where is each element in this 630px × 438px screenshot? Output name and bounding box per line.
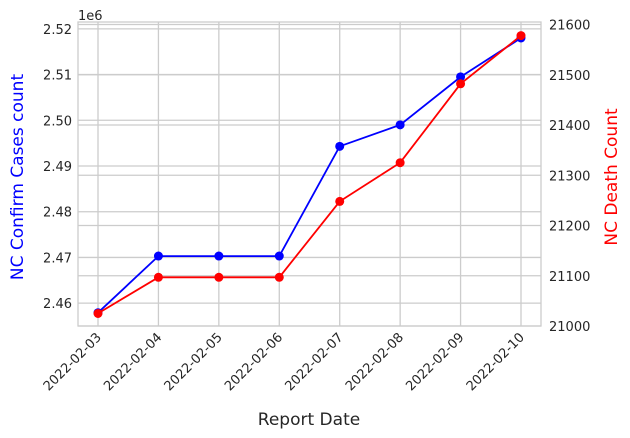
series-line-left: [97, 37, 522, 314]
series-point-left: [274, 251, 284, 261]
series-point-right: [153, 272, 163, 282]
y-right-tick-label: 21600: [549, 19, 590, 34]
series-point-left: [214, 251, 224, 261]
plot-area-border: [77, 21, 542, 327]
series-point-left: [153, 251, 163, 261]
series-line-right: [97, 34, 522, 315]
series-point-right: [395, 158, 405, 168]
y-right-axis-title: NC Death Count: [602, 108, 622, 246]
x-tick-label: 2022-02-08: [343, 330, 407, 394]
y-left-tick-label: 2.49: [43, 160, 72, 175]
x-tick-label: 2022-02-07: [283, 330, 347, 394]
y-right-tick-label: 21500: [549, 69, 590, 84]
series-point-right: [93, 308, 103, 318]
series-point-left: [456, 72, 466, 82]
series-point-left: [395, 120, 405, 130]
y-left-axis-title: NC Confirm Cases count: [8, 74, 28, 281]
x-axis-title: Report Date: [258, 410, 360, 430]
y-left-tick-label: 2.48: [43, 206, 72, 221]
series-point-right: [335, 196, 345, 206]
plot-frame: [77, 21, 542, 327]
series-point-right: [516, 31, 526, 41]
x-tick-label: 2022-02-06: [222, 330, 286, 394]
series-layer: [93, 31, 526, 318]
y-left-tick-label: 2.52: [43, 23, 72, 38]
y-right-tick-label: 21000: [549, 320, 590, 335]
y-right-tick-label: 21400: [549, 119, 590, 134]
x-tick-label: 2022-02-03: [41, 330, 105, 394]
series-point-right: [274, 272, 284, 282]
x-tick-label: 2022-02-04: [101, 330, 165, 394]
y-right-tick-label: 21200: [549, 220, 590, 235]
series-point-right: [456, 79, 466, 89]
x-tick-label: 2022-02-10: [464, 330, 528, 394]
y-right-tick-label: 21300: [549, 169, 590, 184]
grid: [78, 22, 541, 327]
y-left-offset-label: 1e6: [78, 9, 103, 24]
series-point-right: [214, 272, 224, 282]
y-right-tick-label: 21100: [549, 270, 590, 285]
y-left-tick-label: 2.50: [43, 114, 72, 129]
x-tick-label: 2022-02-09: [403, 330, 467, 394]
y-left-tick-label: 2.46: [43, 297, 72, 312]
y-left-tick-label: 2.47: [43, 251, 72, 266]
y-left-tick-label: 2.51: [43, 69, 72, 84]
x-tick-label: 2022-02-05: [162, 330, 226, 394]
series-point-left: [335, 141, 345, 151]
